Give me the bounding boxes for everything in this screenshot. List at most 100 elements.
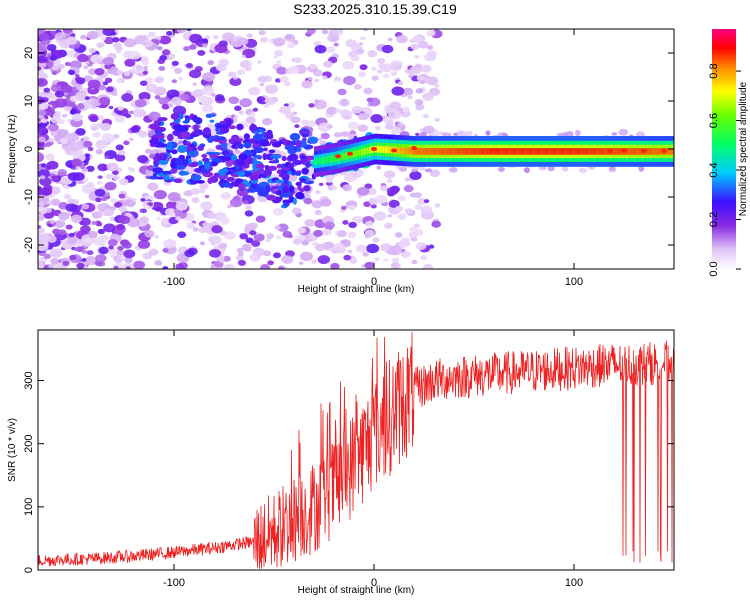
heatmap-noise-blob xyxy=(370,114,383,124)
heatmap-noise-blob xyxy=(638,165,645,172)
heatmap-ridge-segment xyxy=(342,153,345,160)
heatmap-noise-blob xyxy=(326,106,338,115)
heatmap-noise-blob xyxy=(118,193,126,199)
heatmap-ridge-blob xyxy=(303,185,311,192)
heatmap-noise-blob xyxy=(158,35,172,45)
snr-x-ticks: -100 0 100 xyxy=(163,330,583,589)
heatmap-ridge-blob xyxy=(295,171,302,176)
heatmap-noise-blob xyxy=(561,166,569,172)
heatmap-noise-blob xyxy=(339,109,351,118)
heatmap-noise-blob xyxy=(113,42,122,49)
heatmap-noise-blob xyxy=(214,43,228,54)
heatmap-ridge-segment xyxy=(474,148,476,155)
heatmap-noise-blob xyxy=(337,230,348,238)
heatmap-ridge-segment xyxy=(560,148,563,155)
heatmap-noise-blob xyxy=(38,86,43,91)
heatmap-noise-blob xyxy=(355,170,363,176)
heatmap-ridge-blob xyxy=(295,139,302,148)
heatmap-ridge-blob xyxy=(305,162,311,168)
heatmap-noise-blob xyxy=(162,248,169,253)
heatmap-noise-blob xyxy=(234,105,242,112)
heatmap-ridge-blob xyxy=(207,177,214,185)
heatmap-noise-blob xyxy=(48,138,54,143)
heatmap-ridge-segment xyxy=(594,148,596,155)
heatmap-noise-blob xyxy=(242,200,249,205)
heatmap-ridge-blob xyxy=(209,135,217,140)
heatmap-noise-blob xyxy=(192,89,204,98)
heatmap-ridge-segment xyxy=(629,148,632,155)
heatmap-noise-blob xyxy=(272,37,286,47)
heatmap-noise-blob xyxy=(221,32,235,42)
heatmap-noise-blob xyxy=(397,195,407,202)
heatmap-noise-blob xyxy=(49,219,56,224)
heatmap-noise-blob xyxy=(83,75,93,82)
heatmap-noise-blob xyxy=(76,262,85,269)
heatmap-noise-blob xyxy=(415,103,425,111)
heatmap-ridge-blob xyxy=(150,135,159,139)
heatmap-noise-blob xyxy=(238,110,244,115)
heatmap-noise-blob xyxy=(63,193,72,200)
heatmap-ridge-blob xyxy=(292,160,303,165)
heatmap-noise-blob xyxy=(108,245,114,250)
heatmap-noise-blob xyxy=(116,249,125,256)
heatmap-ridge-blob xyxy=(156,176,164,180)
heatmap-noise-blob xyxy=(81,203,90,210)
chart-title: S233.2025.310.15.39.C19 xyxy=(293,1,457,17)
heatmap-noise-blob xyxy=(154,76,165,84)
heatmap-ridge-segment xyxy=(357,149,360,157)
heatmap-noise-blob xyxy=(84,61,90,65)
heatmap-ridge-blob xyxy=(243,149,252,156)
heatmap-noise-blob xyxy=(287,65,300,75)
heatmap-noise-blob xyxy=(97,122,104,128)
heatmap-noise-blob xyxy=(371,75,379,81)
heatmap-ridge-segment xyxy=(507,148,510,155)
heatmap-ridge-blob xyxy=(184,115,190,119)
heatmap-ridge-blob xyxy=(156,143,168,148)
heatmap-ridge-segment xyxy=(403,147,406,155)
heatmap-ridge-blob xyxy=(202,127,211,136)
heatmap-ridge-segment xyxy=(358,149,361,157)
heatmap-noise-blob xyxy=(262,117,273,126)
colorbar-gradient xyxy=(712,29,736,269)
heatmap-noise-blob xyxy=(402,87,414,96)
heatmap-ridge-blob xyxy=(243,133,251,140)
heatmap-noise-blob xyxy=(331,185,338,191)
heatmap-noise-blob xyxy=(51,71,58,76)
heatmap-noise-blob xyxy=(415,63,422,69)
heatmap-noise-blob xyxy=(287,101,296,109)
heatmap-noise-blob xyxy=(219,217,231,225)
heatmap-noise-blob xyxy=(341,131,350,137)
heatmap-noise-blob xyxy=(257,60,262,64)
heatmap-noise-blob xyxy=(144,148,153,154)
heatmap-ridge-segment xyxy=(387,146,390,154)
heatmap-ridge-segment xyxy=(330,155,332,163)
heatmap-noise-blob xyxy=(109,216,116,222)
heatmap-ridge-blob xyxy=(264,164,270,171)
heatmap-noise-blob xyxy=(364,229,375,237)
heatmap-noise-blob xyxy=(38,77,48,87)
heatmap-noise-blob xyxy=(371,66,377,71)
heatmap-ridge-blob xyxy=(276,169,283,175)
heatmap-ridge-blob xyxy=(253,146,264,154)
heatmap-ridge-blob xyxy=(295,181,302,186)
heatmap-ridge-segment xyxy=(355,150,358,157)
heatmap-noise-blob xyxy=(133,260,146,269)
heatmap-noise-blob xyxy=(408,74,414,78)
heatmap-noise-blob xyxy=(333,132,343,138)
heatmap-noise-blob xyxy=(163,238,177,249)
heatmap-noise-blob xyxy=(204,194,210,199)
heatmap-noise-blob xyxy=(144,204,151,209)
heatmap-noise-blob xyxy=(38,66,42,71)
heatmap-noise-blob xyxy=(101,37,106,41)
heatmap-ridge-blob xyxy=(255,163,265,169)
heatmap-ridge-blob xyxy=(287,170,292,175)
heatmap-noise-blob xyxy=(257,75,268,83)
heatmap-noise-blob xyxy=(158,66,166,71)
heatmap-noise-blob xyxy=(38,201,45,207)
heatmap-ridge-segment xyxy=(469,148,472,155)
heatmap-noise-blob xyxy=(207,60,214,66)
heatmap-ridge-segment xyxy=(576,148,579,155)
heatmap-noise-blob xyxy=(183,45,191,52)
heatmap-noise-blob xyxy=(297,227,306,234)
heatmap-ridge-blob xyxy=(152,173,158,177)
